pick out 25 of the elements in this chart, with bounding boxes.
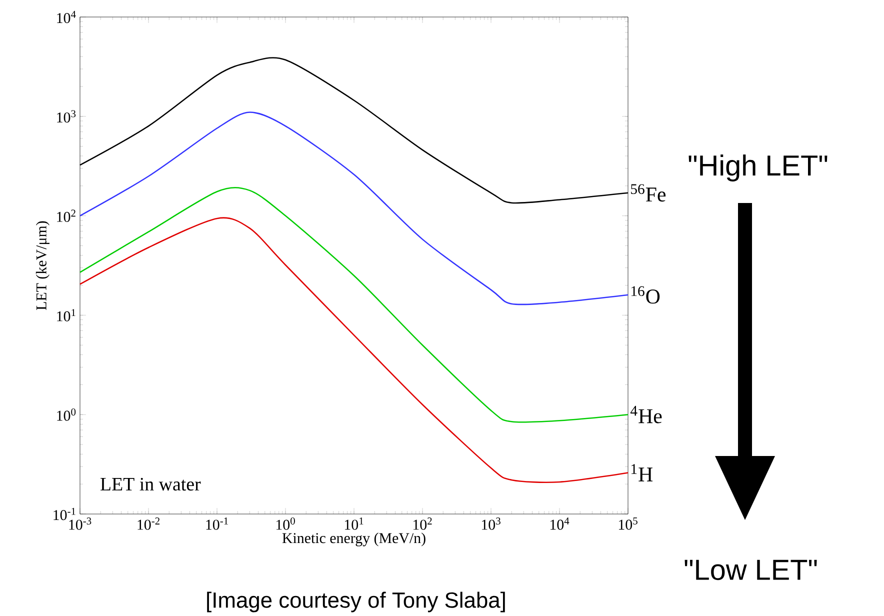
x-tick-label: 10$^{4}$ [550,518,570,530]
x-tick-label: 10$^{-3}$ [69,518,92,530]
x-tick-label: 10$^{2}$ [413,518,432,530]
text: [Image courtesy of Tony Slaba] [207,592,505,612]
y-axis-title: LET (keV/μm) [36,221,50,310]
text: "Low LET" [684,560,817,580]
x-tick-label: 10$^{0}$ [276,518,295,530]
x-tick-label: 10$^{3}$ [482,518,500,530]
series-label: $^{4}$He [630,406,662,424]
text: "High LET" [688,154,828,182]
series-label: $^{56}$Fe [631,184,666,202]
x-tick-label: 10$^{-1}$ [206,518,228,530]
y-tick-label: 10$^{1}$ [57,309,76,322]
y-tick-label: 10$^{4}$ [57,10,76,24]
x-tick-label: 10$^{5}$ [618,518,638,530]
x-axis-title: Kinetic energy (MeV/n) [282,532,426,546]
y-tick-label: 10$^{0}$ [57,408,76,421]
annotation: LET in water [100,478,201,491]
x-tick-label: 10$^{-2}$ [138,518,160,530]
x-tick-label: 10$^{1}$ [344,518,364,530]
series-label: $^{1}$H [631,464,653,482]
y-tick-label: 10$^{2}$ [57,210,76,222]
y-tick-label: 10$^{-1}$ [54,508,76,520]
y-tick-label: 10$^{3}$ [57,110,76,123]
series-label: $^{16}$O [631,286,660,304]
